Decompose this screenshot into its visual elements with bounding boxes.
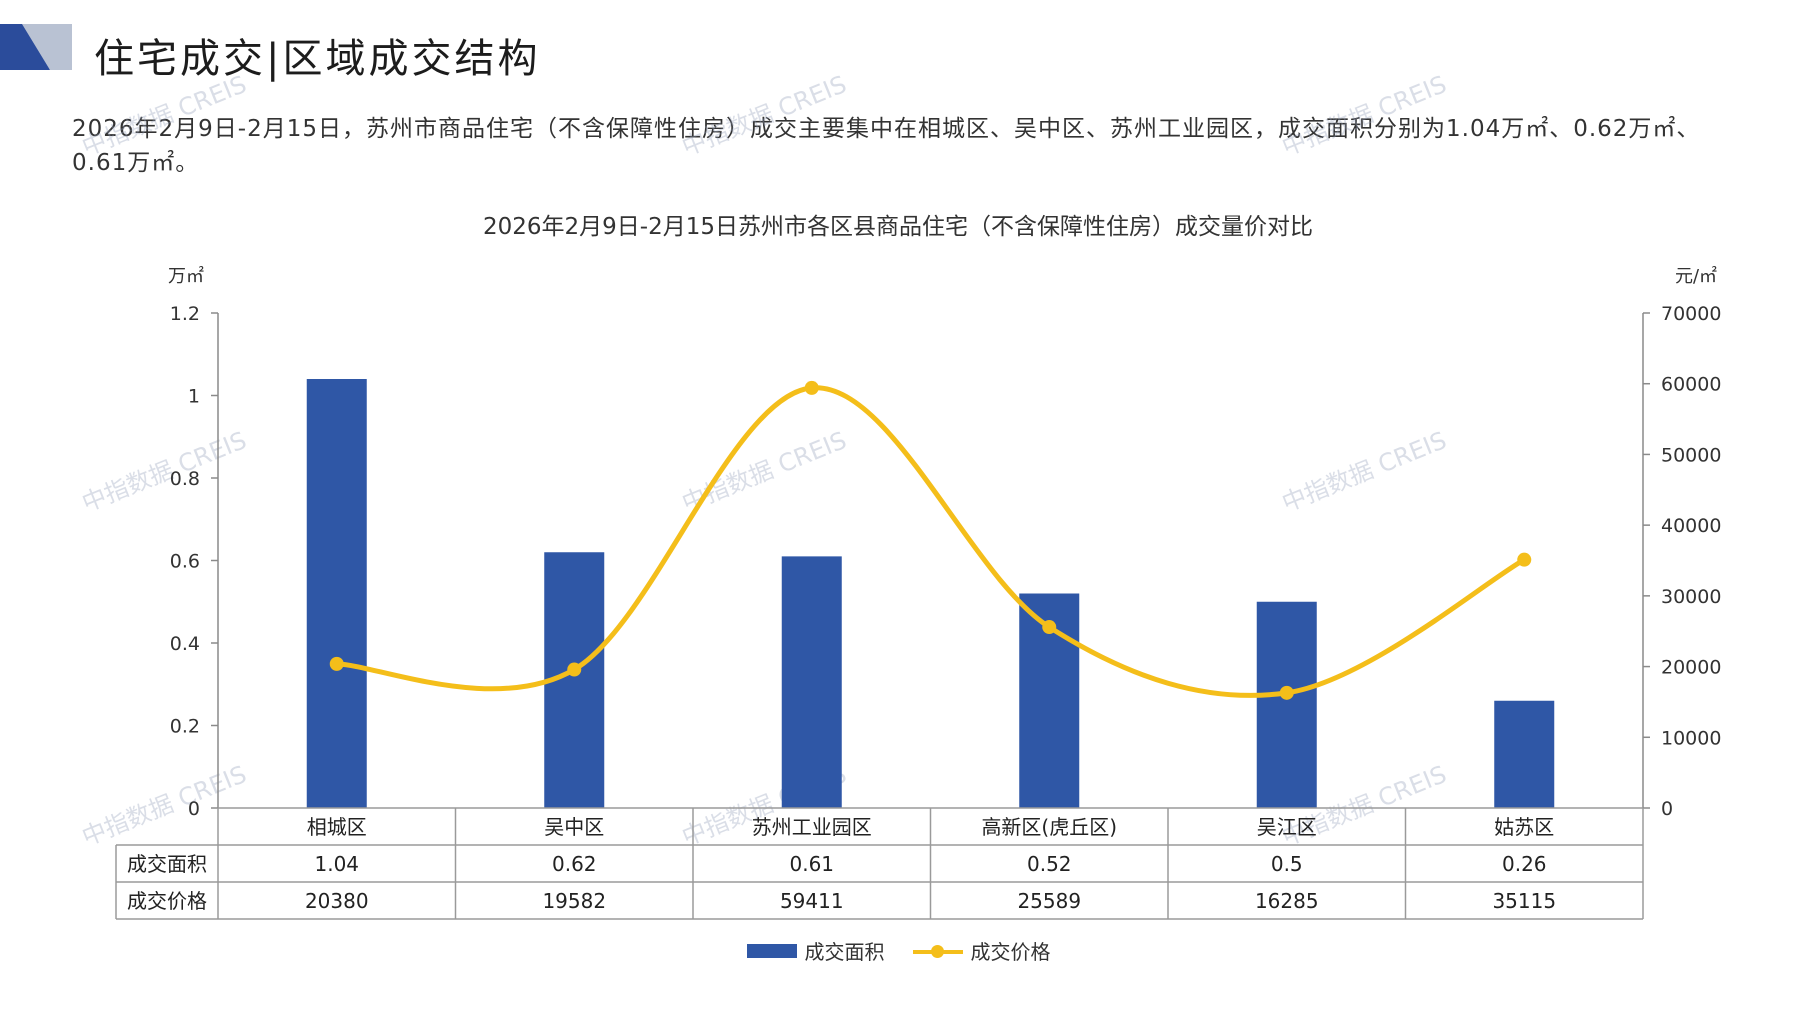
y-left-tick-label: 1 <box>188 386 200 408</box>
y-right-tick-label: 10000 <box>1661 727 1721 749</box>
bar-6 <box>1494 700 1555 808</box>
bar-1 <box>306 379 367 808</box>
x-category-label: 相城区 <box>307 815 367 839</box>
x-category-label: 高新区(虎丘区) <box>981 815 1117 839</box>
table-cell: 0.62 <box>552 852 597 876</box>
price-point-5 <box>1279 685 1294 700</box>
price-point-4 <box>1042 620 1057 635</box>
price-point-1 <box>329 656 344 671</box>
table-row-label: 成交价格 <box>127 889 207 913</box>
header-logo-icon <box>0 24 72 70</box>
legend-item-area: 成交面积 <box>746 936 885 965</box>
y-right-tick-label: 70000 <box>1661 303 1721 325</box>
y-left-tick-label: 0 <box>188 798 200 820</box>
y-right-tick-label: 30000 <box>1661 586 1721 608</box>
price-point-6 <box>1517 552 1532 567</box>
y-right-tick-label: 40000 <box>1661 515 1721 537</box>
table-cell: 0.52 <box>1027 852 1072 876</box>
table-cell: 35115 <box>1492 889 1556 913</box>
page-header: 住宅成交|区域成交结构 <box>0 24 1797 82</box>
x-category-label: 姑苏区 <box>1494 815 1554 839</box>
bar-5 <box>1256 601 1317 808</box>
table-row-label: 成交面积 <box>127 852 207 876</box>
legend-label: 成交价格 <box>970 940 1051 964</box>
y-right-tick-label: 60000 <box>1661 374 1721 396</box>
table-cell: 20380 <box>305 889 369 913</box>
table-cell: 25589 <box>1017 889 1081 913</box>
table-cell: 1.04 <box>314 852 359 876</box>
x-category-label: 苏州工业园区 <box>752 815 872 839</box>
y-left-tick-label: 1.2 <box>170 303 200 325</box>
legend-line-swatch <box>912 944 963 958</box>
bar-3 <box>781 556 842 808</box>
table-cell: 16285 <box>1255 889 1319 913</box>
x-category-label: 吴江区 <box>1257 815 1317 839</box>
price-point-3 <box>804 380 819 395</box>
y-right-tick-label: 0 <box>1661 798 1673 820</box>
table-cell: 0.61 <box>789 852 834 876</box>
legend-item-price: 成交价格 <box>912 936 1051 965</box>
y-right-unit: 元/㎡ <box>1675 265 1717 287</box>
table-cell: 0.26 <box>1502 852 1547 876</box>
price-line <box>334 385 1527 698</box>
y-right-tick-label: 20000 <box>1661 657 1721 679</box>
legend-label: 成交面积 <box>804 940 885 964</box>
legend-bar-swatch <box>746 943 797 958</box>
table-cell: 0.5 <box>1271 852 1303 876</box>
y-left-tick-label: 0.2 <box>170 716 200 738</box>
page-title: 住宅成交|区域成交结构 <box>94 36 541 82</box>
y-left-tick-label: 0.6 <box>170 551 200 573</box>
x-category-label: 吴中区 <box>544 815 604 839</box>
table-cell: 59411 <box>780 889 844 913</box>
summary-text: 2026年2月9日-2月15日，苏州市商品住宅（不含保障性住房）成交主要集中在相… <box>72 116 1701 176</box>
chart-title: 2026年2月9日-2月15日苏州市各区县商品住宅（不含保障性住房）成交量价对比 <box>483 214 1313 240</box>
y-left-tick-label: 0.8 <box>170 468 200 490</box>
y-left-tick-label: 0.4 <box>170 633 200 655</box>
y-left-unit: 万㎡ <box>168 265 204 287</box>
y-right-tick-label: 50000 <box>1661 444 1721 466</box>
legend: 成交面积 成交价格 <box>0 936 1797 965</box>
table-cell: 19582 <box>542 889 606 913</box>
price-point-2 <box>567 662 582 677</box>
